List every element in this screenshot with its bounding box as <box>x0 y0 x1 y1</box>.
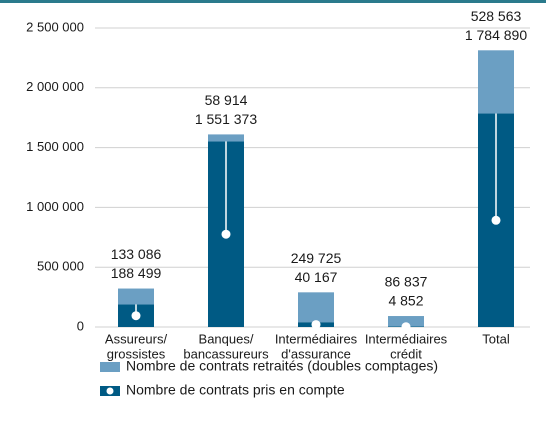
bar-segment <box>208 134 244 142</box>
bar-segment <box>388 316 424 327</box>
y-tick-label: 2 000 000 <box>26 79 84 94</box>
y-tick-label: 500 000 <box>37 259 84 274</box>
x-tick-label: Intermédiaires <box>365 331 448 346</box>
marker-dot <box>491 215 501 225</box>
x-tick-label: Banques/ <box>199 331 254 346</box>
y-tick-label: 1 000 000 <box>26 199 84 214</box>
value-label: 4 852 <box>388 293 423 309</box>
value-label: 1 551 373 <box>195 111 257 127</box>
marker-dot <box>131 311 141 321</box>
y-tick-label: 0 <box>77 318 84 333</box>
value-label: 58 914 <box>205 92 248 108</box>
legend-label: Nombre de contrats retraités (doubles co… <box>126 358 438 374</box>
legend-dot <box>106 387 114 395</box>
y-tick-label: 1 500 000 <box>26 139 84 154</box>
legend-swatch <box>100 362 120 372</box>
value-label: 188 499 <box>111 265 162 281</box>
x-tick-label: d'assurance <box>281 346 351 361</box>
value-label: 528 563 <box>471 8 522 24</box>
value-label: 249 725 <box>291 250 342 266</box>
marker-dot <box>311 320 321 330</box>
bar-segment <box>298 292 334 323</box>
x-tick-label: bancassureurs <box>183 346 269 361</box>
value-label: 1 784 890 <box>465 27 527 43</box>
x-tick-label: crédit <box>390 346 422 361</box>
x-tick-label: grossistes <box>107 346 166 361</box>
value-label: 40 167 <box>295 269 338 285</box>
x-tick-label: Total <box>482 331 510 346</box>
bar-segment <box>478 50 514 114</box>
x-tick-label: Assureurs/ <box>105 331 168 346</box>
marker-dot <box>401 322 411 332</box>
x-tick-label: Intermédiaires <box>275 331 358 346</box>
y-tick-label: 2 500 000 <box>26 19 84 34</box>
value-label: 86 837 <box>385 274 428 290</box>
legend-label: Nombre de contrats pris en compte <box>126 382 345 398</box>
marker-dot <box>221 229 231 239</box>
bar-segment <box>118 288 154 305</box>
value-label: 133 086 <box>111 246 162 262</box>
